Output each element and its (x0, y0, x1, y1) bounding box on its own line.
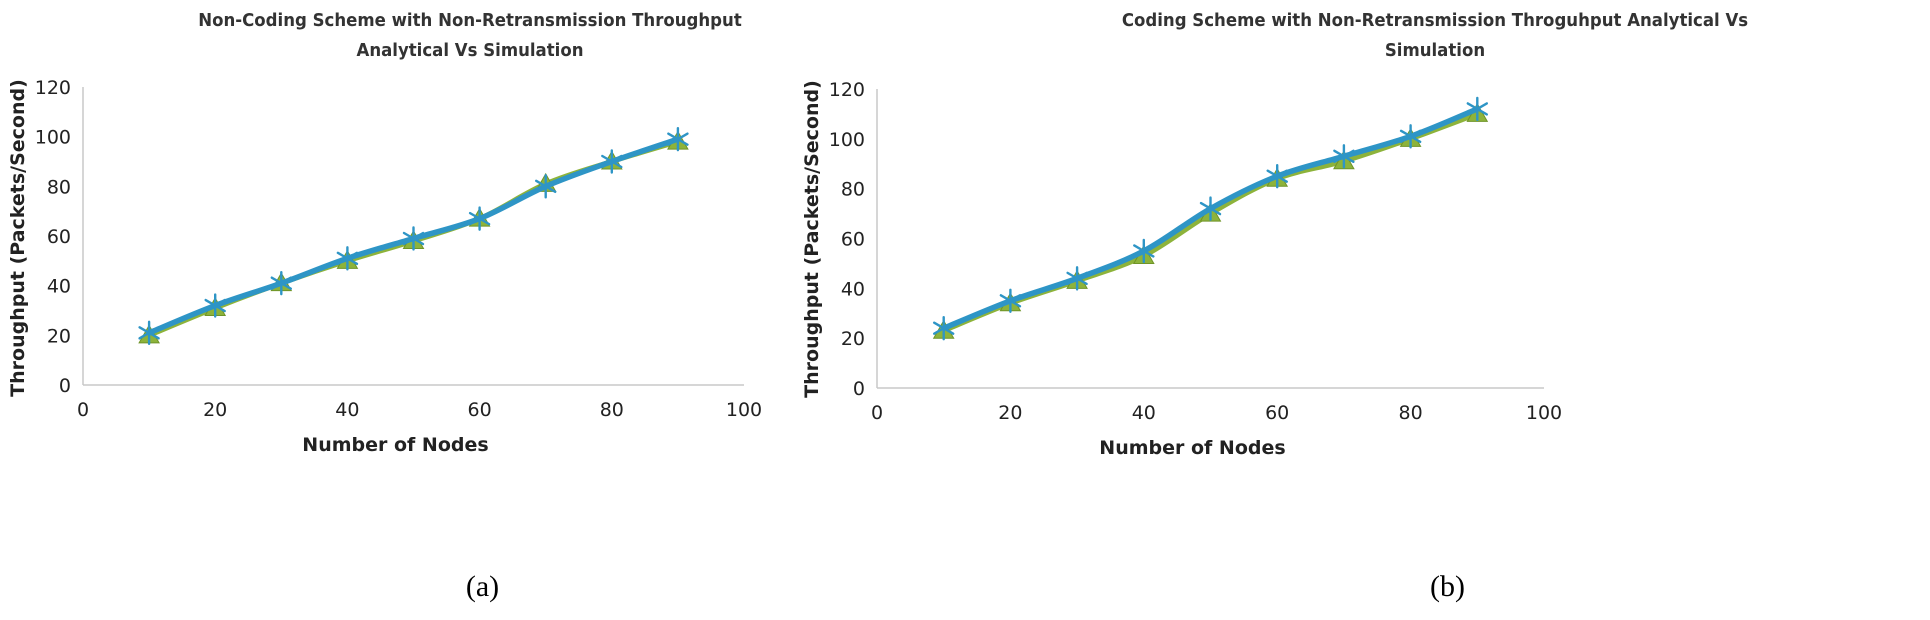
point-a-simulation-80 (601, 149, 623, 174)
x-tick-label-b-100: 100 (1526, 402, 1562, 424)
chart-title-b: Coding Scheme with Non-Retransmission Th… (1058, 6, 1812, 66)
x-tick-label-b-80: 80 (1399, 402, 1423, 424)
chart-caption-a: (a) (465, 570, 500, 603)
x-axis-label-a: Number of Nodes (302, 434, 488, 456)
point-a-simulation-10 (138, 320, 160, 346)
y-tick-label-b-60: 60 (841, 229, 865, 251)
x-tick-label-a-20: 20 (203, 399, 227, 421)
y-tick-label-a-0: 0 (59, 375, 71, 397)
y-tick-label-b-80: 80 (841, 179, 865, 201)
chart-title-a-line-2: Analytical Vs Simulation (356, 40, 584, 61)
y-tick-label-a-60: 60 (47, 226, 71, 248)
point-a-simulation-90 (667, 126, 689, 152)
chart-plot-b: 0 20 40 60 80 100 120 0 20 40 60 80 100 Number of Nod… (801, 79, 1562, 459)
chart-title-a-line-1: Non-Coding Scheme with Non-Retransmissio… (198, 10, 742, 31)
point-a-simulation-20 (204, 293, 226, 318)
chart-plot-a: 0 20 40 60 80 100 120 0 20 40 60 80 100 Number of Nod… (7, 77, 762, 456)
y-tick-label-b-40: 40 (841, 278, 865, 300)
point-a-simulation-30 (270, 270, 293, 296)
point-b-simulation-30 (1066, 266, 1088, 291)
point-b-simulation-90 (1466, 96, 1489, 122)
x-tick-label-b-0: 0 (871, 402, 883, 424)
point-a-simulation-50 (402, 226, 425, 251)
y-tick-label-a-120: 120 (35, 77, 71, 99)
chart-title-a: Non-Coding Scheme with Non-Retransmissio… (93, 6, 847, 66)
point-b-simulation-80 (1399, 124, 1422, 149)
point-b-simulation-70 (1333, 144, 1355, 169)
y-tick-label-b-120: 120 (829, 79, 865, 101)
y-tick-label-a-40: 40 (47, 276, 71, 298)
x-tick-label-a-60: 60 (468, 399, 492, 421)
point-b-simulation-50 (1199, 196, 1222, 221)
y-tick-label-b-100: 100 (829, 129, 865, 151)
y-tick-label-a-20: 20 (47, 325, 71, 347)
point-b-simulation-60 (1266, 164, 1288, 189)
x-tick-label-b-40: 40 (1132, 402, 1156, 424)
x-tick-label-a-0: 0 (77, 399, 89, 421)
chart-panel-b: Coding Scheme with Non-Retransmission Th… (801, 0, 1930, 620)
x-tick-label-b-20: 20 (998, 402, 1022, 424)
x-axis-label-b: Number of Nodes (1099, 437, 1285, 459)
point-a-simulation-60 (468, 206, 491, 231)
chart-panel-a: Non-Coding Scheme with Non-Retransmissio… (7, 6, 847, 603)
point-b-simulation-20 (999, 288, 1022, 313)
y-tick-label-a-80: 80 (47, 176, 71, 198)
chart-title-b-line-2: Simulation (1384, 40, 1486, 61)
y-tick-label-a-100: 100 (35, 127, 71, 149)
x-tick-label-a-40: 40 (335, 399, 359, 421)
x-tick-label-b-60: 60 (1265, 402, 1289, 424)
y-tick-label-b-0: 0 (853, 378, 865, 400)
x-tick-label-a-100: 100 (726, 399, 762, 421)
point-b-simulation-10 (932, 316, 955, 341)
point-a-simulation-70 (534, 174, 557, 199)
y-tick-label-b-20: 20 (841, 328, 865, 350)
x-tick-label-a-80: 80 (600, 399, 624, 421)
y-axis-label-a: Throughput (Packets/Second) (7, 79, 29, 397)
chart-title-b-line-1: Coding Scheme with Non-Retransmission Th… (1121, 10, 1749, 31)
point-b-simulation-40 (1133, 238, 1155, 264)
y-axis-label-b: Throughput (Packets/Second) (801, 80, 823, 398)
chart-caption-b: (b) (1430, 570, 1465, 603)
point-a-simulation-40 (336, 246, 359, 271)
